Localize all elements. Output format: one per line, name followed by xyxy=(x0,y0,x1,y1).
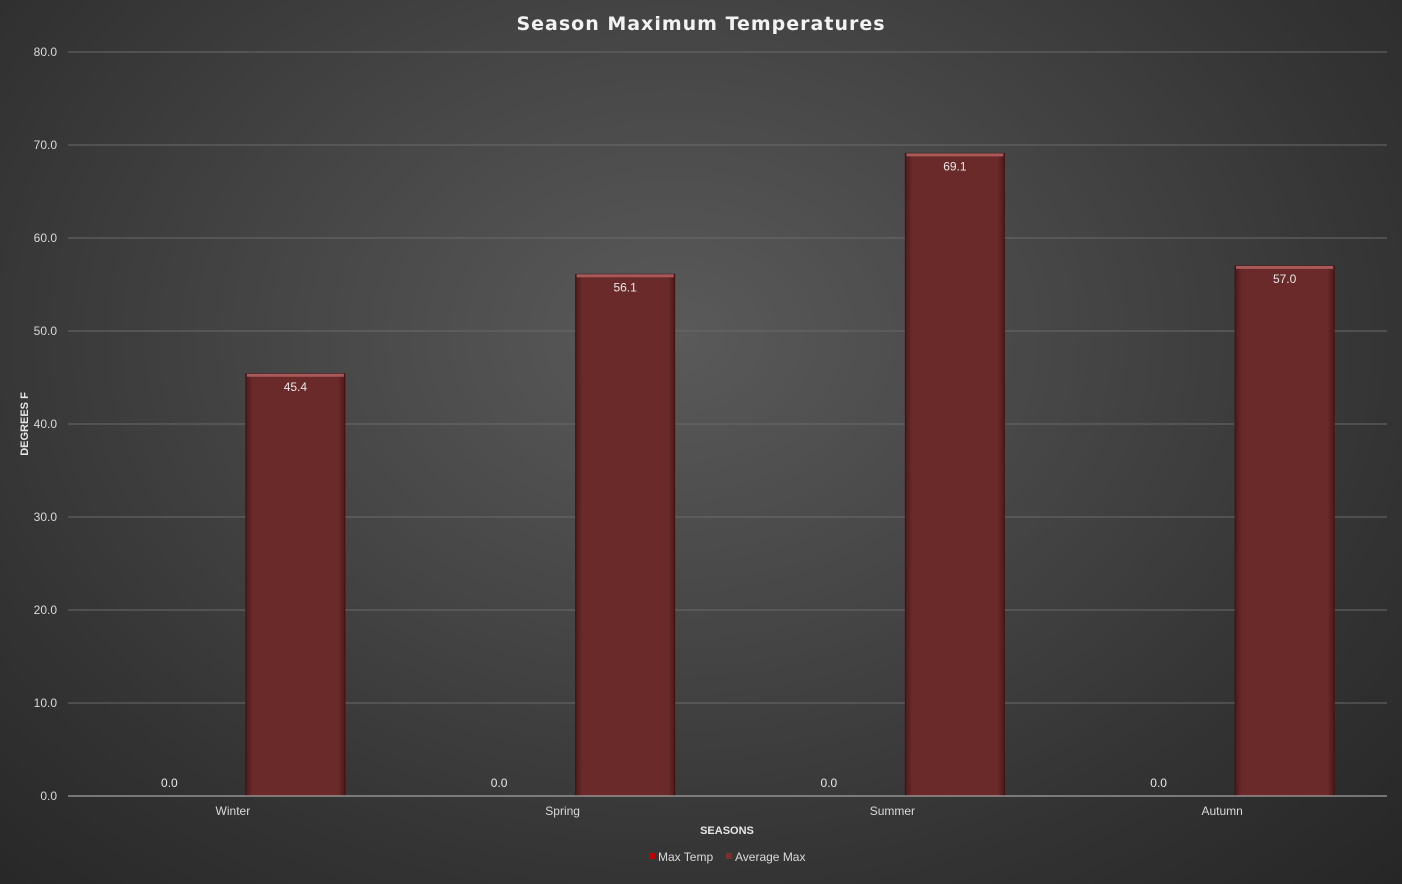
y-tick-label: 50.0 xyxy=(34,324,58,338)
legend-swatch-average-max xyxy=(726,853,732,859)
data-label-max-temp: 0.0 xyxy=(491,776,508,790)
y-axis-title: DEGREES F xyxy=(19,392,31,456)
bar-average-max xyxy=(245,373,346,797)
data-label-max-temp: 0.0 xyxy=(1150,776,1167,790)
y-tick-label: 20.0 xyxy=(34,603,58,617)
legend-item-average-max: Average Max xyxy=(726,850,805,864)
data-labels: 0.0 45.4 0.0 56.1 0.0 69.1 0.0 57.0 xyxy=(161,159,1297,790)
bar-average-max-highlight xyxy=(246,373,344,377)
y-tick-label: 80.0 xyxy=(34,45,58,59)
data-label-max-temp: 0.0 xyxy=(161,776,178,790)
bar-average-max xyxy=(904,152,1005,797)
y-axis-ticks: 0.0 10.0 20.0 30.0 40.0 50.0 60.0 70.0 80.0 xyxy=(34,45,58,803)
y-tick-label: 30.0 xyxy=(34,510,58,524)
data-label-average-max: 56.1 xyxy=(613,280,637,294)
chart-title: Season Maximum Temperatures xyxy=(516,13,885,35)
legend-label-average-max: Average Max xyxy=(735,850,805,864)
x-category-label: Autumn xyxy=(1201,804,1242,818)
data-label-average-max: 45.4 xyxy=(284,380,308,394)
y-tick-label: 70.0 xyxy=(34,138,58,152)
legend: Max Temp Average Max xyxy=(649,850,805,864)
y-tick-label: 60.0 xyxy=(34,231,58,245)
x-axis-categories: Winter Spring Summer Autumn xyxy=(216,804,1243,818)
legend-item-max-temp: Max Temp xyxy=(649,850,713,864)
data-label-average-max: 57.0 xyxy=(1273,272,1297,286)
y-tick-label: 10.0 xyxy=(34,696,58,710)
data-label-average-max: 69.1 xyxy=(943,159,967,173)
bar-average-max xyxy=(1234,265,1335,797)
bar-average-max-highlight xyxy=(576,274,674,278)
x-category-label: Winter xyxy=(216,804,251,818)
x-category-label: Spring xyxy=(545,804,580,818)
data-label-max-temp: 0.0 xyxy=(821,776,838,790)
legend-swatch-max-temp xyxy=(649,853,655,859)
bar-average-max-highlight xyxy=(906,153,1004,157)
x-axis-title: SEASONS xyxy=(700,825,754,837)
y-tick-label: 0.0 xyxy=(40,789,57,803)
bar-average-max xyxy=(575,273,676,797)
bar-average-max-highlight xyxy=(1236,265,1334,269)
bars xyxy=(245,152,1335,797)
y-tick-label: 40.0 xyxy=(34,417,58,431)
legend-label-max-temp: Max Temp xyxy=(658,850,713,864)
x-category-label: Summer xyxy=(870,804,915,818)
